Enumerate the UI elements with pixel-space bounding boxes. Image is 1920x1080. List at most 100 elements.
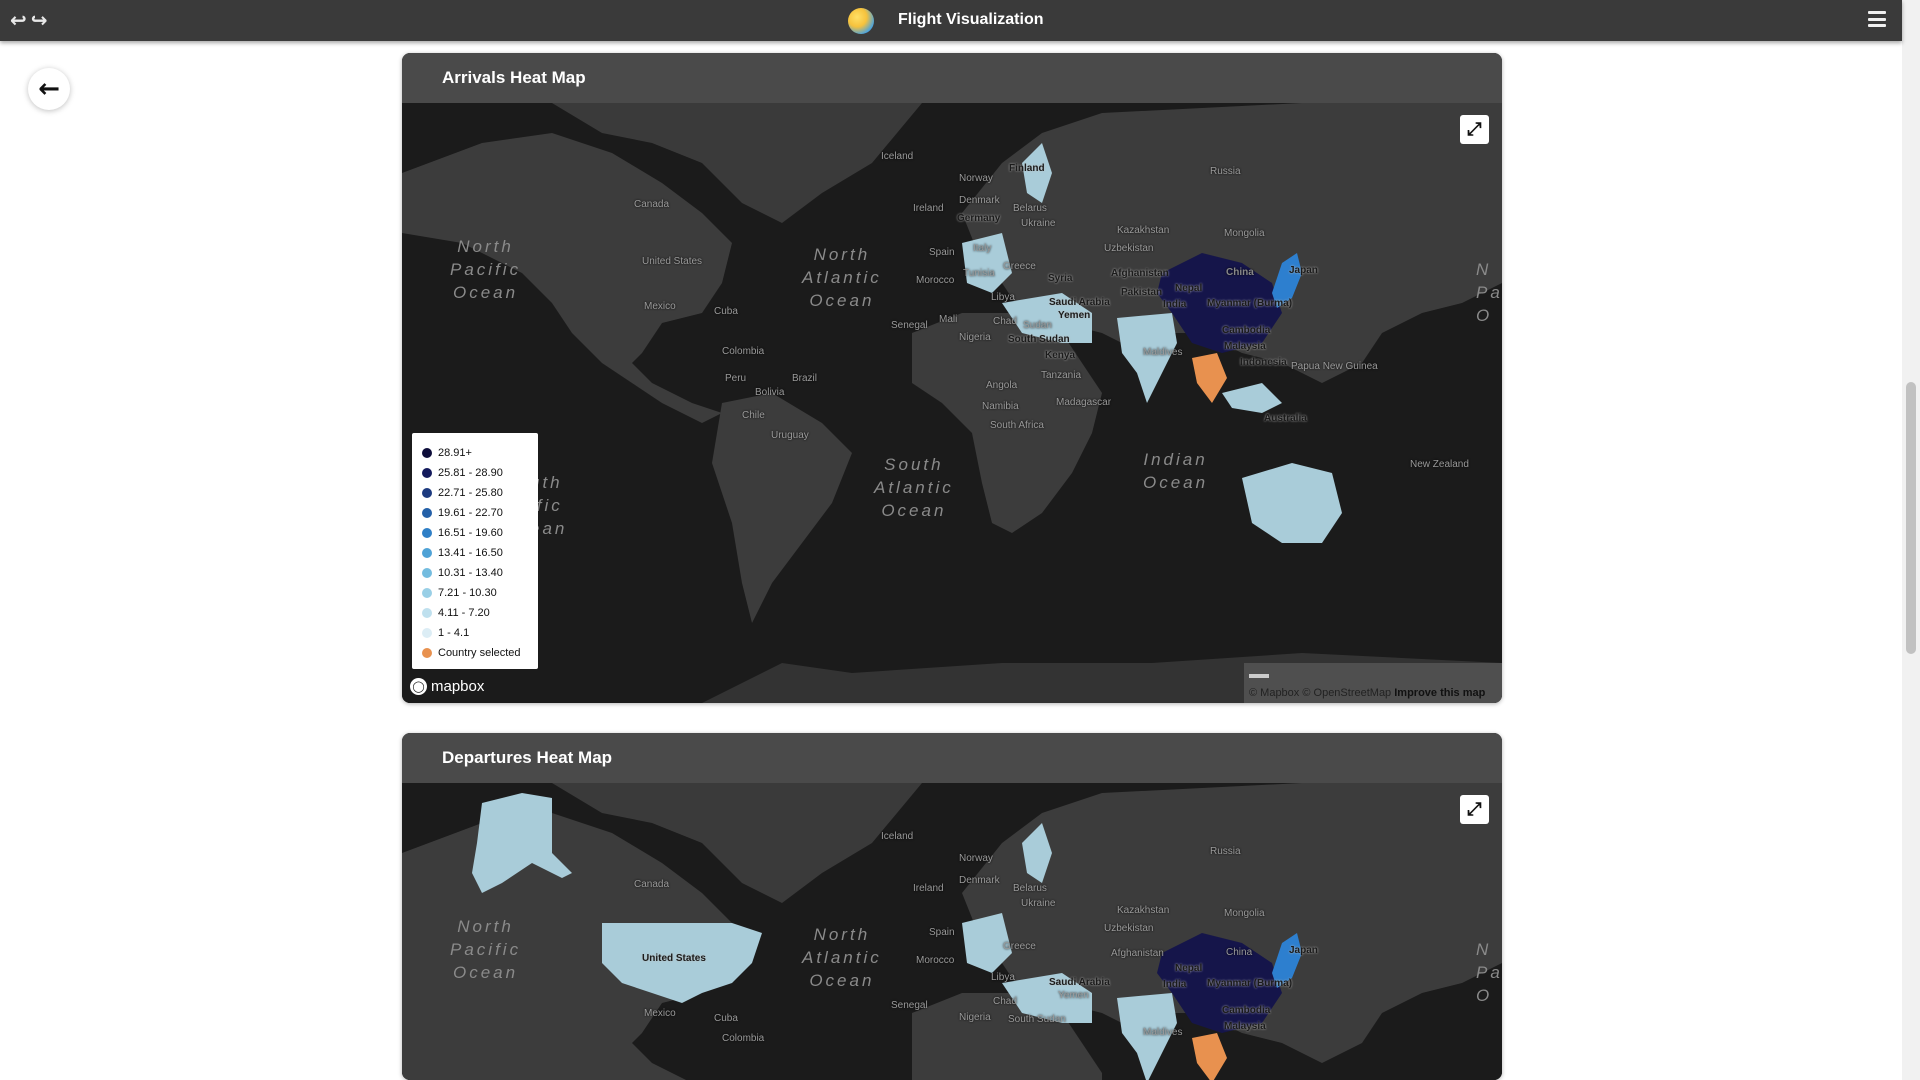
label-greece: Greece — [1003, 261, 1036, 272]
label-chad: Chad — [993, 996, 1017, 1007]
label-belarus: Belarus — [1013, 203, 1047, 214]
label-cuba: Cuba — [714, 1013, 738, 1024]
arrivals-map[interactable]: Iceland Norway Russia Finland Canada Ire… — [402, 103, 1502, 703]
undo-icon[interactable]: ↩ — [10, 10, 27, 32]
label-ukraine: Ukraine — [1021, 218, 1056, 229]
arrivals-map-canvas — [402, 103, 1502, 703]
label-kazakhstan: Kazakhstan — [1117, 225, 1170, 236]
label-denmark: Denmark — [959, 195, 1000, 206]
improve-map-link[interactable]: Improve this map — [1394, 687, 1486, 699]
departures-map[interactable]: Iceland Norway Russia Canada Ireland Den… — [402, 783, 1502, 1080]
legend-row: 16.51 - 19.60 — [422, 523, 528, 543]
fullscreen-button[interactable]: ⤢ — [1460, 115, 1489, 144]
finland-region — [1022, 823, 1052, 883]
label-afghanistan: Afghanistan — [1111, 268, 1169, 279]
legend-label: 1 - 4.1 — [438, 627, 470, 639]
label-australia: Australia — [1264, 413, 1307, 424]
label-mexico: Mexico — [644, 1008, 676, 1019]
attribution-osm-link[interactable]: © OpenStreetMap — [1302, 687, 1392, 699]
back-button[interactable]: ← — [28, 68, 70, 110]
legend-dot — [422, 468, 432, 478]
scrollbar-thumb[interactable] — [1906, 382, 1916, 654]
label-uruguay: Uruguay — [771, 430, 809, 441]
label-south-africa: South Africa — [990, 420, 1044, 431]
label-senegal: Senegal — [891, 1000, 928, 1011]
label-papua: Papua New Guinea — [1291, 361, 1378, 372]
legend-row: 7.21 - 10.30 — [422, 583, 528, 603]
label-bolivia: Bolivia — [755, 387, 785, 398]
label-cambodia: Cambodia — [1222, 1005, 1271, 1016]
page-scrollbar[interactable] — [1902, 0, 1920, 1080]
label-chad: Chad — [993, 316, 1017, 327]
legend-row: 22.71 - 25.80 — [422, 483, 528, 503]
fullscreen-button[interactable]: ⤢ — [1460, 795, 1489, 824]
indonesia-region — [1222, 383, 1282, 413]
label-united-states: United States — [642, 256, 703, 267]
mapbox-icon: ◯ — [410, 678, 427, 695]
label-belarus: Belarus — [1013, 883, 1047, 894]
label-new-zealand: New Zealand — [1410, 459, 1469, 470]
label-maldives: Maldives — [1143, 1027, 1183, 1038]
label-germany: Germany — [957, 213, 1001, 224]
legend-label: 22.71 - 25.80 — [438, 487, 503, 499]
legend-dot — [422, 588, 432, 598]
label-south-atlantic-ocean: South Atlantic Ocean — [874, 455, 954, 520]
label-greece: Greece — [1003, 941, 1036, 952]
label-yemen: Yemen — [1058, 310, 1091, 321]
map-legend: 28.91+ 25.81 - 28.90 22.71 - 25.80 19.61… — [412, 433, 538, 669]
arrivals-title: Arrivals Heat Map — [402, 53, 1502, 103]
label-united-states: United States — [642, 953, 706, 964]
middle-east-region — [1002, 973, 1092, 1023]
label-nepal: Nepal — [1175, 283, 1203, 294]
label-canada: Canada — [634, 199, 670, 210]
legend-label: Country selected — [438, 647, 521, 659]
label-indian-ocean: Indian Ocean — [1143, 450, 1209, 492]
expand-icon: ⤢ — [1467, 799, 1482, 820]
legend-dot — [422, 568, 432, 578]
hamburger-menu-icon[interactable] — [1868, 11, 1886, 27]
label-saudi-arabia: Saudi Arabia — [1049, 297, 1110, 308]
label-afghanistan: Afghanistan — [1111, 948, 1164, 959]
label-north-atlantic-ocean: North Atlantic Ocean — [802, 245, 882, 310]
label-mexico: Mexico — [644, 301, 676, 312]
label-pakistan: Pakistan — [1121, 287, 1163, 298]
mapbox-wordmark: mapbox — [431, 678, 485, 695]
label-kenya: Kenya — [1045, 350, 1076, 361]
label-india: India — [1163, 979, 1187, 990]
departures-title: Departures Heat Map — [402, 733, 1502, 783]
label-north-pacific-ocean: North Pacific Ocean — [450, 237, 522, 302]
attribution-mapbox-link[interactable]: © Mapbox — [1249, 687, 1300, 699]
label-morocco: Morocco — [916, 275, 955, 286]
mapbox-logo[interactable]: ◯ mapbox — [410, 678, 484, 695]
japan-region — [1272, 933, 1302, 988]
label-uzbekistan: Uzbekistan — [1104, 243, 1154, 254]
legend-dot — [422, 488, 432, 498]
legend-row: 19.61 - 22.70 — [422, 503, 528, 523]
label-north-pacific-edge: N Pa O — [1476, 940, 1502, 1005]
legend-dot — [422, 448, 432, 458]
label-spain: Spain — [929, 927, 955, 938]
legend-row: 28.91+ — [422, 443, 528, 463]
china-region — [1157, 253, 1282, 353]
label-china: China — [1226, 947, 1253, 958]
departures-card: Departures Heat Map Iceland Norway Russi… — [402, 733, 1502, 1080]
legend-dot — [422, 528, 432, 538]
china-region — [1157, 933, 1282, 1033]
legend-dot — [422, 628, 432, 638]
usa-region — [602, 923, 762, 1003]
legend-label: 28.91+ — [438, 447, 472, 459]
label-peru: Peru — [725, 373, 747, 384]
legend-row: Country selected — [422, 643, 528, 663]
label-angola: Angola — [986, 380, 1018, 391]
label-nigeria: Nigeria — [959, 332, 991, 343]
label-tunisia: Tunisia — [963, 268, 995, 279]
label-libya: Libya — [991, 292, 1015, 303]
label-uzbekistan: Uzbekistan — [1104, 923, 1154, 934]
label-ukraine: Ukraine — [1021, 898, 1056, 909]
redo-icon[interactable]: ↪ — [30, 10, 48, 32]
label-syria: Syria — [1048, 273, 1073, 284]
label-china: China — [1226, 267, 1254, 278]
app-title: Flight Visualization — [898, 11, 1044, 28]
label-mongolia: Mongolia — [1224, 908, 1265, 919]
legend-label: 4.11 - 7.20 — [438, 607, 490, 619]
